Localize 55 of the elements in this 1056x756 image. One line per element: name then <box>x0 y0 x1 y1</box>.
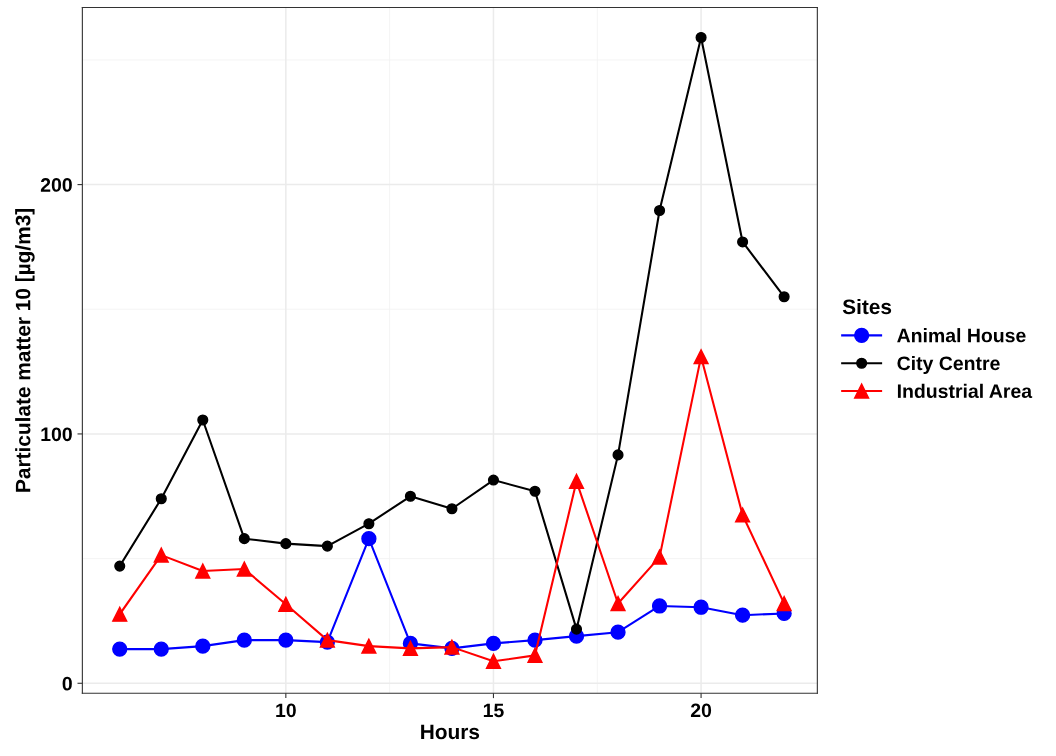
x-tick-label: 10 <box>276 703 296 718</box>
x-tick-label: 15 <box>483 703 504 718</box>
point <box>153 641 169 657</box>
y-tick-label: 100 <box>41 427 72 442</box>
legend-label: Animal House <box>897 328 1026 343</box>
point <box>363 518 375 530</box>
point <box>361 531 377 547</box>
point <box>195 563 211 579</box>
point <box>278 632 294 648</box>
point <box>197 414 209 426</box>
point <box>112 606 128 622</box>
point <box>651 549 668 565</box>
point <box>402 640 419 657</box>
point <box>446 503 458 515</box>
point <box>487 474 500 486</box>
point <box>195 638 211 654</box>
point <box>568 473 585 489</box>
point <box>114 560 126 572</box>
y-tick-label: 200 <box>40 178 72 192</box>
point <box>734 507 751 523</box>
point <box>693 348 709 365</box>
legend-label: Industrial Area <box>897 383 1033 399</box>
point <box>778 291 790 303</box>
point <box>570 623 583 635</box>
point <box>404 490 416 502</box>
point <box>651 598 668 614</box>
point <box>612 449 624 461</box>
point <box>153 547 169 563</box>
point <box>695 31 707 44</box>
point <box>734 607 751 623</box>
point <box>321 540 333 552</box>
x-tick-label: 20 <box>690 703 712 718</box>
point <box>610 595 626 612</box>
point <box>236 561 252 577</box>
point <box>485 635 502 652</box>
point <box>238 533 250 545</box>
point <box>693 599 709 615</box>
point <box>278 596 294 612</box>
point <box>280 538 292 550</box>
x-axis-title: Hours <box>421 724 480 740</box>
point <box>737 236 749 248</box>
legend-title: Sites <box>842 298 892 315</box>
legend-label: City Centre <box>897 355 1000 375</box>
point <box>236 632 252 648</box>
point <box>361 638 377 654</box>
point <box>776 595 792 612</box>
y-tick-label: 0 <box>62 676 72 691</box>
y-axis-title: Particulate matter 10 [µg/m3] <box>15 208 35 492</box>
point <box>653 204 666 217</box>
point <box>527 647 543 663</box>
point <box>112 641 128 657</box>
point <box>610 624 626 640</box>
point <box>485 653 502 669</box>
point <box>529 485 541 497</box>
point <box>155 493 167 505</box>
